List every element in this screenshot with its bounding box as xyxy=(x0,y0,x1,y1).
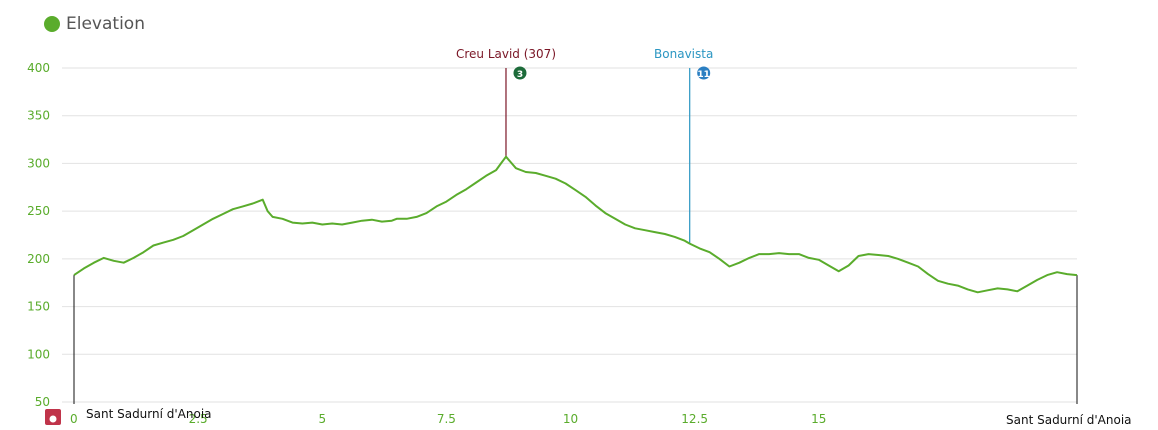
y-tick-label: 100 xyxy=(27,347,50,361)
start-icon-dot xyxy=(49,415,57,423)
marker-label: Bonavista xyxy=(654,47,713,61)
y-tick-label: 300 xyxy=(27,156,50,170)
y-tick-label: 400 xyxy=(27,61,50,75)
elevation-line xyxy=(73,155,1078,294)
y-tick-label: 200 xyxy=(27,252,50,266)
y-tick-label: 50 xyxy=(35,395,50,409)
y-tick-label: 150 xyxy=(27,300,50,314)
x-tick-label: 0 xyxy=(70,412,78,426)
x-tick-label: 10 xyxy=(563,412,578,426)
y-tick-label: 350 xyxy=(27,109,50,123)
marker-badge xyxy=(697,66,711,80)
marker-badge-number: 11 xyxy=(697,70,710,80)
x-tick-label: 7.5 xyxy=(437,412,456,426)
x-tick-label: 12.5 xyxy=(681,412,708,426)
chart-legend: Elevation xyxy=(44,14,145,34)
place-label: Sant Sadurní d'Anoia xyxy=(1006,413,1132,427)
x-tick-label: 5 xyxy=(318,412,326,426)
x-tick-label: 15 xyxy=(811,412,826,426)
place-label: Sant Sadurní d'Anoia xyxy=(86,407,212,421)
marker-badge-number: 3 xyxy=(517,70,523,80)
y-tick-label: 250 xyxy=(27,204,50,218)
x-tick-label: 2.5 xyxy=(189,412,208,426)
marker-label: Creu Lavid (307) xyxy=(456,47,556,61)
marker-badge xyxy=(513,66,527,80)
legend-label: Elevation xyxy=(66,14,145,34)
legend-swatch xyxy=(44,16,60,32)
